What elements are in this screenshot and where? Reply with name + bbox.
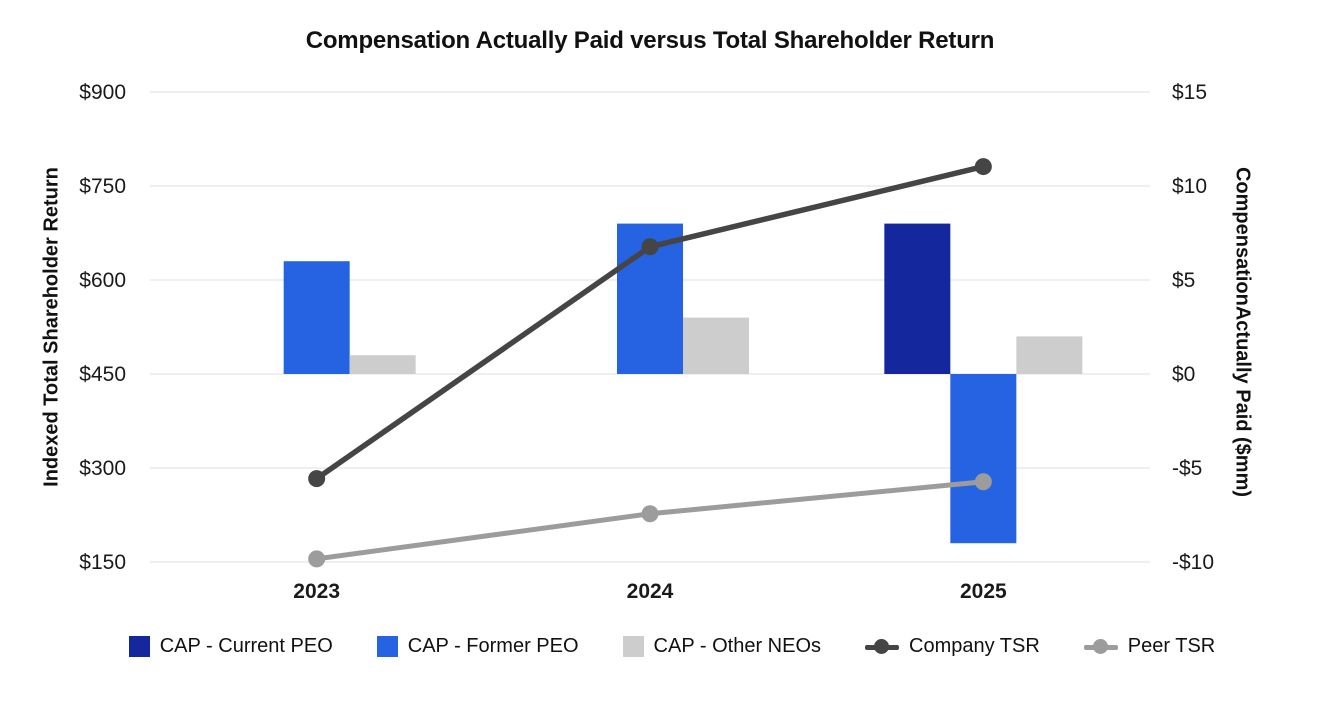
point-Company TSR — [308, 470, 326, 488]
legend-item: Peer TSR — [1083, 635, 1216, 658]
x-axis-tick-label: 2025 — [960, 580, 1007, 603]
legend-label: Company TSR — [909, 635, 1040, 657]
legend-line-marker-icon — [865, 638, 899, 655]
legend-item: CAP - Former PEO — [376, 635, 579, 658]
point-Company TSR — [641, 238, 659, 256]
legend-label: CAP - Former PEO — [407, 635, 579, 657]
left-axis-tick-label: $450 — [79, 363, 126, 386]
legend-swatch-icon — [376, 636, 398, 657]
left-axis-tick-label: $600 — [79, 269, 126, 292]
legend-swatch-icon — [622, 636, 644, 657]
legend-item: CAP - Current PEO — [128, 635, 333, 658]
right-axis-tick-label: $0 — [1172, 363, 1195, 386]
bar-CAP - Other NEOs — [349, 355, 416, 374]
point-Company TSR — [974, 158, 992, 176]
legend-label: CAP - Current PEO — [159, 635, 333, 657]
bar-CAP - Former PEO — [950, 374, 1017, 544]
x-axis-tick-label: 2024 — [627, 580, 674, 603]
left-axis-tick-label: $900 — [79, 81, 126, 104]
bar-CAP - Current PEO — [884, 223, 951, 374]
left-axis-tick-label: $300 — [79, 457, 126, 480]
right-axis-tick-label: -$10 — [1172, 551, 1214, 574]
legend-swatch-icon — [128, 636, 150, 657]
x-axis-tick-label: 2023 — [293, 580, 340, 603]
left-axis-tick-label: $150 — [79, 551, 126, 574]
chart-plot-area: $900 $15 $750 $10 $600 $5 $450 $0 $300 -$5 $150 -$1… — [79, 81, 1214, 603]
right-axis-tick-label: $5 — [1172, 269, 1195, 292]
right-axis-tick-label: $15 — [1172, 81, 1207, 104]
point-Peer TSR — [974, 473, 992, 491]
legend-line-marker-icon — [1083, 638, 1118, 655]
right-axis-tick-label: $10 — [1172, 175, 1207, 198]
point-Peer TSR — [641, 505, 659, 523]
bar-CAP - Other NEOs — [1016, 336, 1083, 374]
bar-CAP - Former PEO — [283, 261, 350, 374]
bar-CAP - Other NEOs — [683, 317, 749, 374]
left-axis-tick-label: $750 — [79, 175, 126, 198]
legend-item: CAP - Other NEOs — [622, 635, 821, 658]
chart-title: Compensation Actually Paid versus Total … — [305, 27, 995, 54]
legend-item: Company TSR — [865, 635, 1040, 658]
point-Peer TSR — [308, 550, 326, 568]
legend-label: CAP - Other NEOs — [653, 635, 821, 657]
legend-label: Peer TSR — [1127, 635, 1216, 657]
right-axis-tick-label: -$5 — [1172, 457, 1202, 480]
chart-legend: CAP - Current PEO CAP - Former PEO CAP - O… — [0, 635, 1344, 658]
